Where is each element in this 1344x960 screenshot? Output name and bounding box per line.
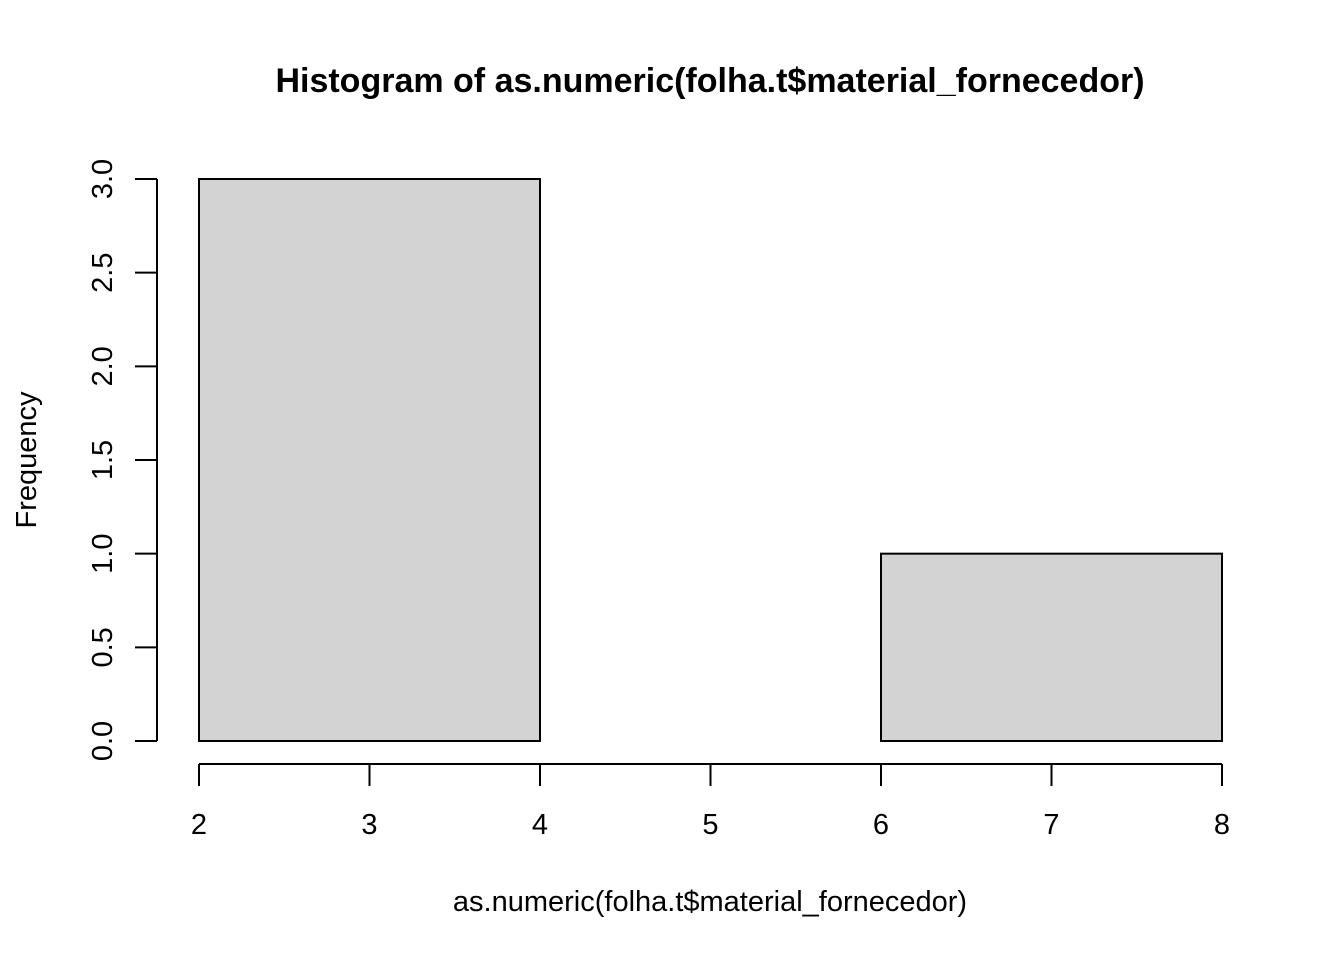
x-tick-label: 4 — [532, 809, 548, 841]
x-tick-label: 7 — [1043, 809, 1059, 841]
x-axis-label: as.numeric(folha.t$material_fornecedor) — [453, 886, 967, 918]
y-tick-label: 1.5 — [87, 440, 119, 480]
y-tick-label: 2.5 — [87, 253, 119, 293]
x-tick-label: 6 — [873, 809, 889, 841]
x-axis: 2 3 4 5 6 7 8 — [191, 763, 1230, 841]
x-tick-label: 2 — [191, 809, 207, 841]
y-axis-label: Frequency — [11, 391, 43, 529]
y-axis: 0.0 0.5 1.0 1.5 2.0 2.5 3.0 — [87, 159, 158, 761]
x-tick-label: 5 — [702, 809, 718, 841]
y-tick-label: 3.0 — [87, 159, 119, 199]
y-tick-label: 0.5 — [87, 627, 119, 667]
histogram-bar-1 — [198, 178, 541, 742]
histogram-bar-3 — [880, 552, 1223, 743]
x-tick-label: 3 — [361, 809, 377, 841]
y-tick-label: 0.0 — [87, 721, 119, 761]
y-tick-label: 2.0 — [87, 346, 119, 386]
y-tick-label: 1.0 — [87, 534, 119, 574]
chart-title: Histogram of as.numeric(folha.t$material… — [275, 62, 1144, 100]
bars-group — [198, 178, 1223, 743]
x-tick-label: 8 — [1214, 809, 1230, 841]
